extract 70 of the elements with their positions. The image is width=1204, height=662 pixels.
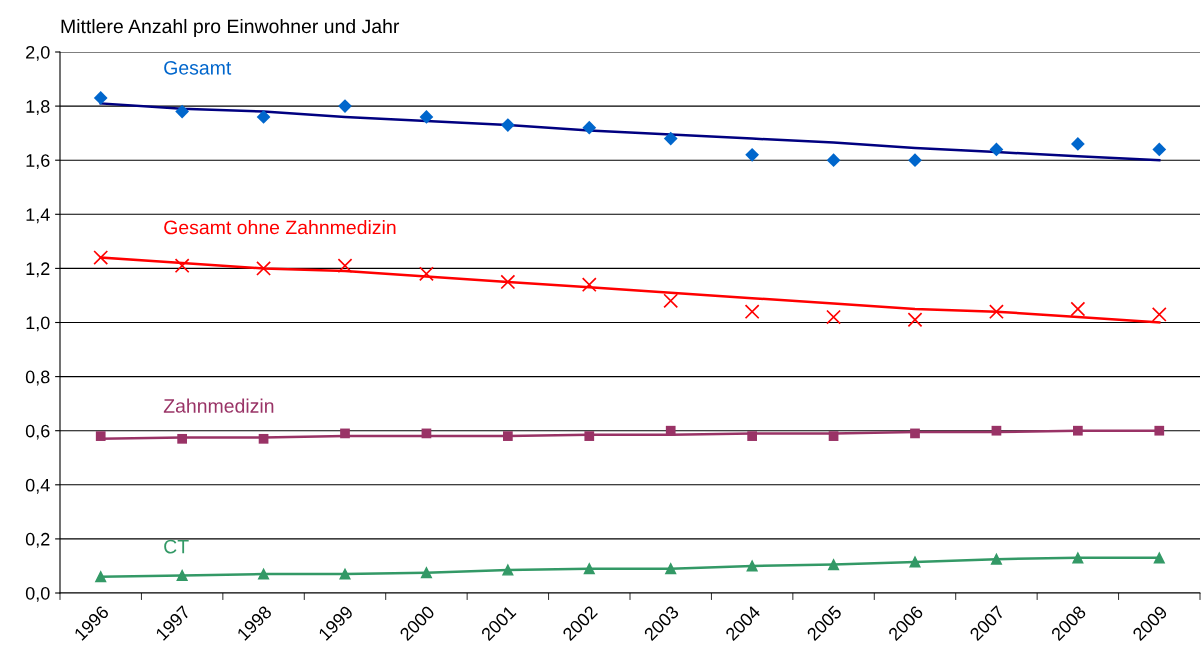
y-tick-label: 0,8	[25, 370, 50, 386]
point	[908, 153, 922, 168]
point	[500, 274, 516, 290]
series-label: Zahnmedizin	[163, 398, 274, 413]
point	[502, 564, 514, 576]
point	[339, 568, 351, 580]
point	[258, 568, 270, 580]
point	[503, 431, 513, 441]
point	[1152, 142, 1167, 157]
y-tick-label: 2,0	[26, 45, 50, 61]
point	[1072, 552, 1084, 564]
point	[910, 428, 920, 439]
point	[256, 110, 271, 124]
point	[989, 142, 1004, 157]
point	[989, 304, 1004, 320]
point	[419, 110, 434, 124]
y-tick-label: 1,2	[26, 262, 50, 278]
point	[340, 428, 350, 439]
point	[583, 563, 595, 575]
point	[1070, 137, 1085, 151]
y-tick-label: 0,2	[25, 532, 50, 548]
point	[1153, 552, 1165, 564]
point	[826, 153, 841, 168]
point	[419, 266, 434, 282]
point	[1070, 301, 1086, 317]
point	[174, 258, 190, 274]
point	[907, 312, 923, 328]
point	[744, 304, 760, 320]
point	[826, 309, 841, 325]
point	[663, 293, 679, 309]
point	[747, 431, 757, 441]
point	[745, 147, 760, 162]
y-tick-label: 0,4	[25, 478, 50, 494]
y-tick-label: 0,6	[25, 424, 50, 440]
point	[582, 120, 597, 135]
y-axis-title: Mittlere Anzahl pro Einwohner und Jahr	[61, 18, 400, 38]
y-tick-label: 0,0	[25, 586, 50, 602]
point	[1154, 425, 1165, 436]
y-tick-label: 1,4	[26, 208, 50, 224]
y-tick-label: 1,0	[26, 316, 50, 332]
point	[256, 260, 271, 276]
point	[337, 258, 353, 274]
point	[1151, 306, 1167, 322]
point	[828, 559, 840, 571]
point	[177, 433, 187, 444]
point	[95, 431, 106, 441]
y-tick-label: 1,6	[26, 154, 50, 170]
point	[584, 431, 595, 441]
point	[93, 91, 108, 105]
point	[258, 433, 269, 444]
point	[746, 560, 758, 572]
point	[581, 277, 597, 293]
point	[990, 553, 1002, 565]
point	[828, 431, 839, 441]
point	[1073, 425, 1083, 436]
point	[909, 556, 921, 568]
point	[93, 250, 109, 266]
y-tick-label: 1,8	[26, 100, 50, 115]
point	[665, 563, 677, 575]
point	[663, 131, 678, 146]
point	[991, 425, 1002, 436]
point	[665, 425, 676, 436]
point	[175, 104, 190, 119]
point	[95, 571, 107, 583]
series-label: CT	[164, 539, 189, 554]
series-label: Gesamt ohne Zahnmedizin	[164, 220, 396, 235]
point	[500, 118, 515, 132]
series-label: Gesamt	[164, 60, 232, 75]
point	[176, 569, 188, 581]
point	[420, 567, 432, 579]
